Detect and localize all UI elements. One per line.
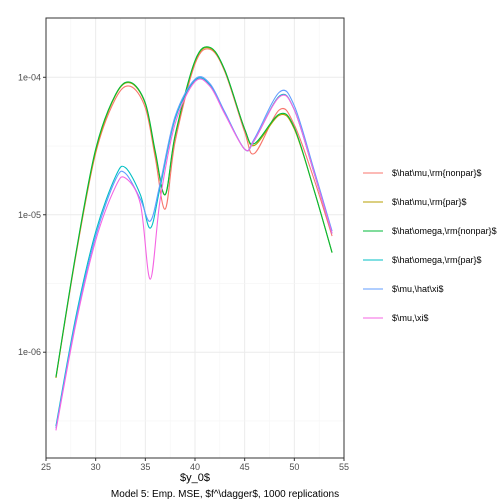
legend-item: $\mu,\xi$ (363, 313, 429, 323)
x-tick-label: 55 (339, 462, 349, 472)
legend-item: $\mu,\hat\xi$ (363, 284, 444, 294)
x-tick-label: 35 (140, 462, 150, 472)
series-lines (55, 46, 333, 431)
y-tick-label: 1e-06 (18, 347, 41, 357)
legend-item: $\hat\omega,\rm{nonpar}$ (363, 226, 497, 236)
y-tick-label: 1e-04 (18, 72, 41, 82)
legend-item: $\hat\omega,\rm{par}$ (363, 255, 482, 265)
x-tick-label: 50 (289, 462, 299, 472)
legend-item: $\hat\mu,\rm{nonpar}$ (363, 168, 482, 178)
caption: Model 5: Emp. MSE, $f^\dagger$, 1000 rep… (111, 489, 339, 500)
legend: $\hat\mu,\rm{nonpar}$ $\hat\mu,\rm{par}$ $… (363, 168, 497, 323)
series-line-1 (55, 48, 333, 379)
series-line-4 (55, 77, 333, 427)
legend-label: $\hat\mu,\rm{nonpar}$ (392, 168, 482, 178)
axis-ticks: 25 30 35 40 45 50 55 1e-06 1e-05 1e-04 (18, 72, 349, 472)
series-line-5 (55, 76, 333, 429)
x-tick-label: 40 (190, 462, 200, 472)
legend-label: $\hat\omega,\rm{par}$ (392, 255, 482, 265)
series-line-3 (55, 46, 333, 378)
legend-label: $\mu,\xi$ (392, 313, 429, 323)
series-line-6 (55, 78, 333, 431)
legend-label: $\mu,\hat\xi$ (392, 284, 444, 294)
x-tick-label: 45 (240, 462, 250, 472)
x-tick-label: 30 (91, 462, 101, 472)
x-axis-title: $y_0$ (180, 472, 210, 484)
x-tick-label: 25 (41, 462, 51, 472)
legend-label: $\hat\omega,\rm{nonpar}$ (392, 226, 497, 236)
legend-item: $\hat\mu,\rm{par}$ (363, 197, 467, 207)
legend-label: $\hat\mu,\rm{par}$ (392, 197, 467, 207)
y-tick-label: 1e-05 (18, 210, 41, 220)
